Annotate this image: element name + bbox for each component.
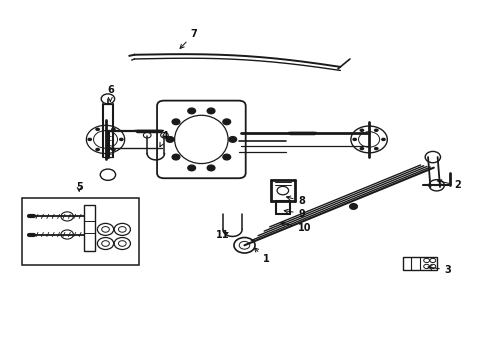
Circle shape	[95, 148, 100, 151]
Circle shape	[349, 204, 357, 209]
Circle shape	[228, 136, 236, 142]
Circle shape	[95, 127, 100, 131]
Text: 2: 2	[437, 180, 460, 190]
Circle shape	[223, 154, 230, 160]
Circle shape	[359, 147, 364, 150]
Circle shape	[359, 129, 364, 132]
Text: 8: 8	[286, 196, 305, 206]
Circle shape	[111, 127, 116, 131]
Text: 11: 11	[216, 230, 229, 240]
Text: 6: 6	[107, 85, 114, 101]
Circle shape	[351, 138, 356, 141]
Text: 10: 10	[280, 222, 310, 233]
Text: 7: 7	[180, 28, 197, 49]
Circle shape	[207, 108, 214, 114]
Circle shape	[187, 165, 195, 171]
Text: 9: 9	[284, 208, 305, 219]
Circle shape	[119, 138, 123, 141]
Circle shape	[207, 165, 214, 171]
Circle shape	[111, 148, 116, 151]
Circle shape	[373, 129, 378, 132]
Circle shape	[380, 138, 385, 141]
Text: 5: 5	[76, 182, 82, 192]
Bar	[21, 198, 139, 265]
Circle shape	[172, 119, 180, 125]
Circle shape	[373, 147, 378, 150]
Bar	[402, 257, 436, 270]
Text: 4: 4	[160, 131, 168, 147]
Bar	[84, 205, 94, 251]
Circle shape	[187, 108, 195, 114]
Circle shape	[223, 119, 230, 125]
Text: 1: 1	[254, 248, 269, 264]
Text: 3: 3	[427, 265, 450, 275]
Circle shape	[172, 154, 180, 160]
Circle shape	[166, 136, 173, 142]
Circle shape	[87, 138, 92, 141]
